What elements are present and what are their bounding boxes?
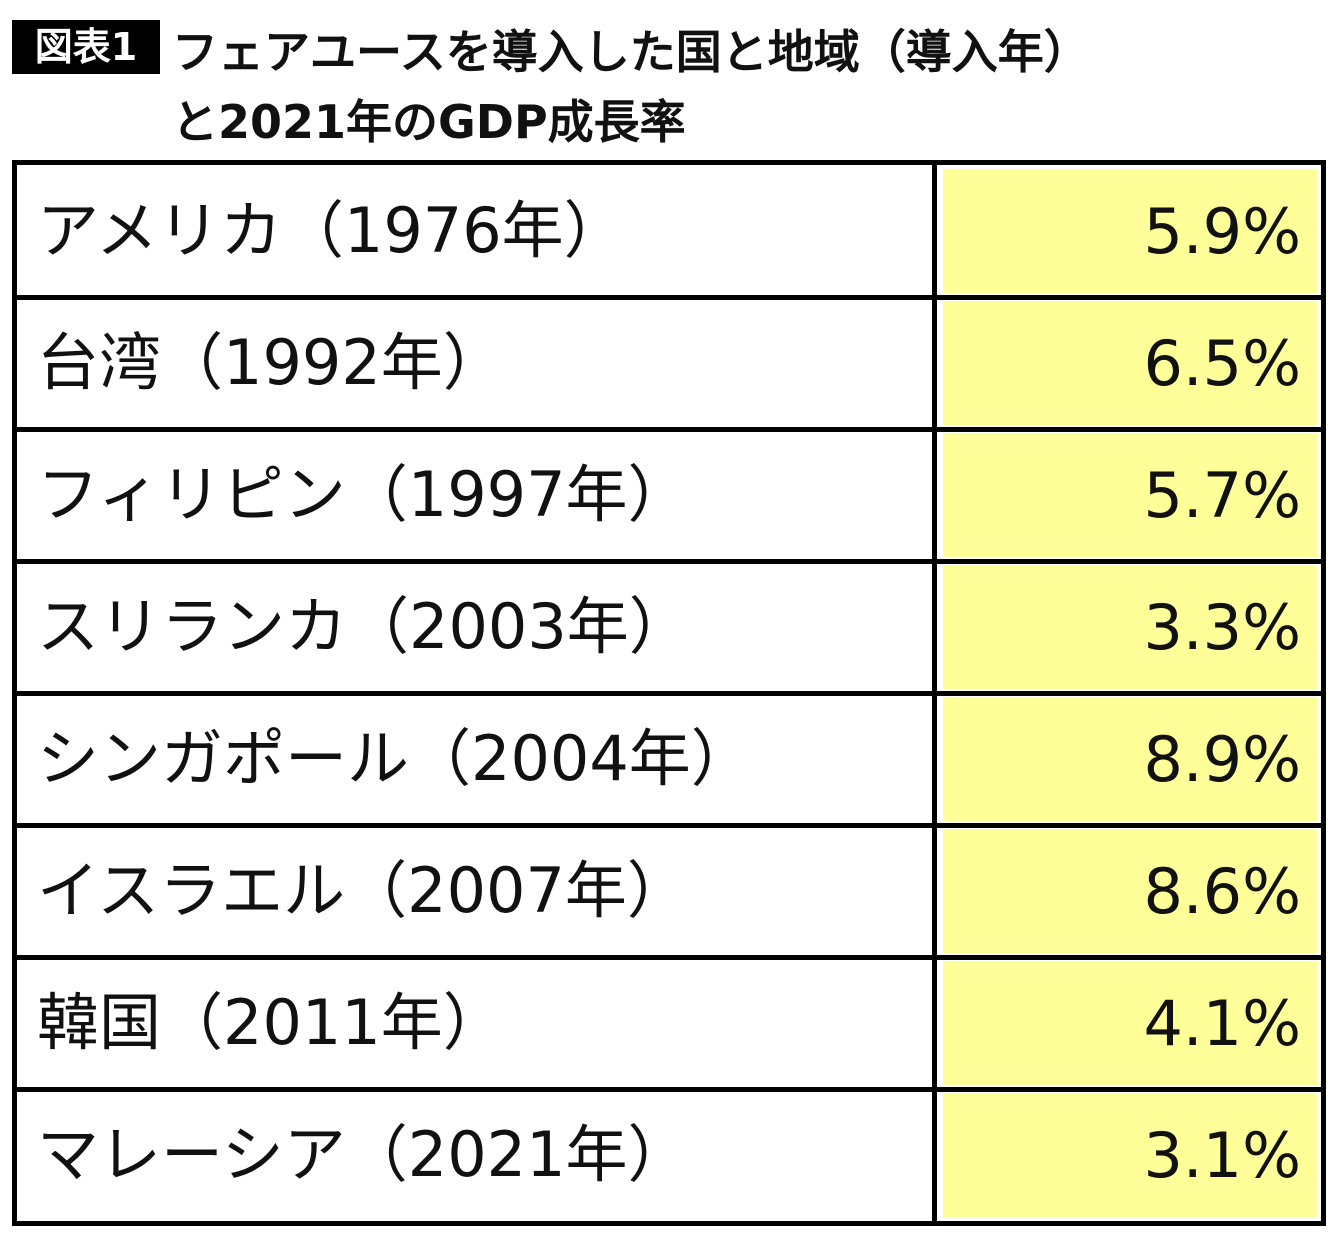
table-row: シンガポール（2004年） 8.9% [17, 693, 1321, 825]
country-cell: 韓国（2011年） [17, 957, 937, 1089]
country-cell: マレーシア（2021年） [17, 1089, 937, 1221]
growth-cell: 8.9% [943, 697, 1317, 821]
row-border [17, 558, 1321, 564]
title-line: フェアユースを導入した国と地域（導入年） [172, 25, 1090, 79]
country-cell: シンガポール（2004年） [17, 693, 937, 825]
table-row: 韓国（2011年） 4.1% [17, 957, 1321, 1089]
growth-cell: 6.5% [943, 301, 1317, 425]
growth-cell: 8.6% [943, 829, 1317, 953]
table-row: マレーシア（2021年） 3.1% [17, 1089, 1321, 1221]
row-border [17, 426, 1321, 432]
row-border [17, 1086, 1321, 1092]
growth-cell: 5.7% [943, 433, 1317, 557]
country-cell: スリランカ（2003年） [17, 561, 937, 693]
table-row: スリランカ（2003年） 3.3% [17, 561, 1321, 693]
growth-cell: 4.1% [943, 961, 1317, 1085]
row-border [17, 294, 1321, 300]
figure-label: 図表1 [12, 20, 160, 74]
growth-cell: 3.3% [943, 565, 1317, 689]
country-cell: イスラエル（2007年） [17, 825, 937, 957]
table: アメリカ（1976年） 5.9% 台湾（1992年） 6.5% フィリピン（1997年）… [12, 160, 1326, 1226]
country-cell: 台湾（1992年） [17, 297, 937, 429]
growth-cell: 5.9% [943, 169, 1317, 293]
country-cell: フィリピン（1997年） [17, 429, 937, 561]
row-border [17, 822, 1321, 828]
growth-cell: 3.1% [943, 1093, 1317, 1217]
table-row: アメリカ（1976年） 5.9% [17, 165, 1321, 297]
table-row: 台湾（1992年） 6.5% [17, 297, 1321, 429]
country-cell: アメリカ（1976年） [17, 165, 937, 297]
row-border [17, 690, 1321, 696]
table-row: イスラエル（2007年） 8.6% [17, 825, 1321, 957]
row-border [17, 954, 1321, 960]
table-row: フィリピン（1997年） 5.7% [17, 429, 1321, 561]
title-line: と2021年のGDP成長率 [172, 95, 686, 149]
